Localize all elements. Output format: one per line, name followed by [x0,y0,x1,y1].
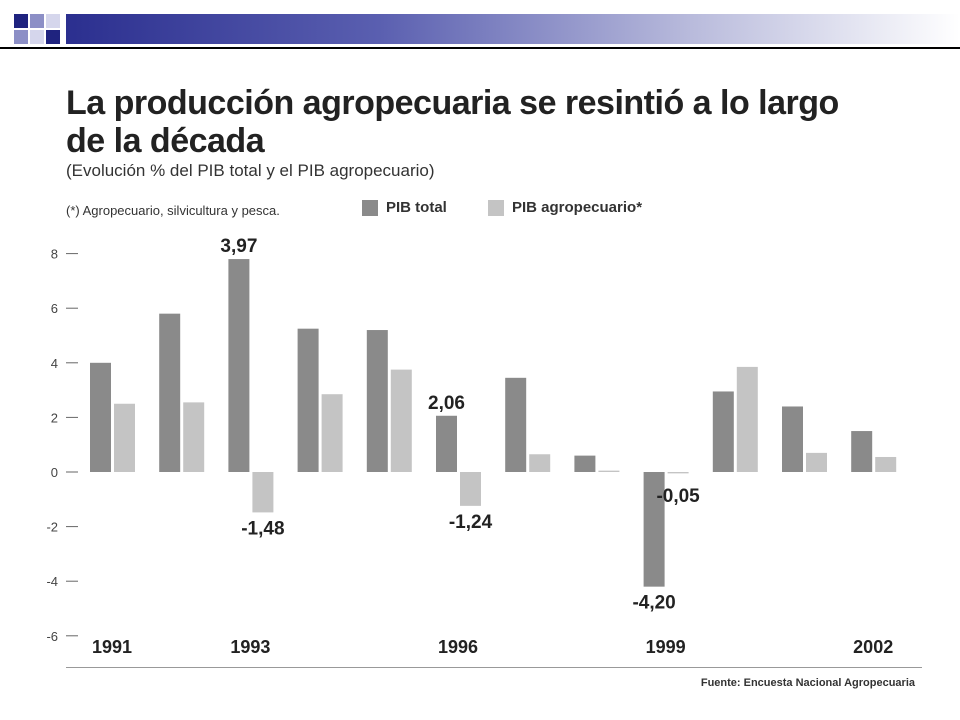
bar-pib-total-2001 [782,406,803,472]
x-tick-label: 1996 [438,637,478,657]
bar-pib-total-1995 [366,330,388,472]
y-tick-label: -6 [46,629,58,644]
y-tick-label: -2 [46,520,58,535]
bar-pib-total-1998 [574,455,596,472]
source-divider [66,667,922,668]
chart-footnote: (*) Agropecuario, silvicultura y pesca. [66,203,280,218]
bar-pib-agro-1992 [183,402,205,472]
bar-pib-agro-1994 [321,394,343,472]
y-tick-label: 6 [51,301,58,316]
slide-square-1 [14,14,28,28]
legend-label-pib-total: PIB total [386,199,447,216]
chart-subtitle: (Evolución % del PIB total y el PIB agro… [66,161,435,180]
bar-pib-agro-1997 [529,454,551,472]
bar-pib-total-2002 [851,431,873,472]
bar-pib-total-2000 [712,391,734,472]
x-tick-label: 1999 [646,637,686,657]
x-tick-label: 1993 [230,637,270,657]
slide-square-3 [46,14,60,28]
bar-pib-total-1994 [297,328,319,472]
legend-swatch-pib-total [362,199,378,216]
bar-pib-agro-1996 [460,472,481,506]
bar-pib-agro-2000 [736,366,758,472]
bar-pib-total-1992 [159,313,181,472]
slide-header-line [0,47,960,49]
slide-square-6 [46,30,60,44]
slide-header-band [66,14,960,44]
legend-item-pib-total: PIB total [362,199,447,216]
bar-pib-total-1996 [436,415,457,472]
data-label: -0,05 [656,486,700,507]
legend-label-pib-agro: PIB agropecuario* [512,199,643,216]
x-tick-label: 2002 [853,637,893,657]
legend-item-pib-agro: PIB agropecuario* [488,199,642,216]
y-tick-label: 4 [51,356,58,371]
bar-pib-agro-1998 [598,470,620,472]
data-label: -1,48 [241,518,284,539]
bar-pib-agro-1999 [667,472,689,474]
bar-pib-total-1993 [228,259,250,472]
y-tick-label: 2 [51,410,58,425]
bar-pib-total-1991 [90,362,111,472]
data-label: 2,06 [428,393,465,414]
bar-pib-agro-1993 [252,472,274,513]
y-tick-label: 0 [51,465,58,480]
bar-pib-total-1999 [643,472,665,587]
bar-pib-agro-1995 [390,369,412,472]
data-label: 3,97 [220,236,257,257]
slide-square-2 [30,14,44,28]
slide-square-4 [14,30,28,44]
bar-pib-total-1997 [505,377,527,472]
chart-source: Fuente: Encuesta Nacional Agropecuaria [700,677,915,689]
slide-square-5 [30,30,44,44]
bar-pib-agro-1991 [114,403,135,472]
y-tick-label: -4 [46,574,58,589]
legend-swatch-pib-agro [488,199,504,216]
data-label: -4,20 [632,593,675,614]
chart-title: La producción agropecuaria se resintió a… [66,84,839,160]
bar-pib-agro-2001 [806,452,827,472]
data-label: -1,24 [449,512,493,533]
y-tick-label: 8 [51,247,58,262]
bar-pib-agro-2002 [875,456,897,472]
x-tick-label: 1991 [92,637,132,657]
